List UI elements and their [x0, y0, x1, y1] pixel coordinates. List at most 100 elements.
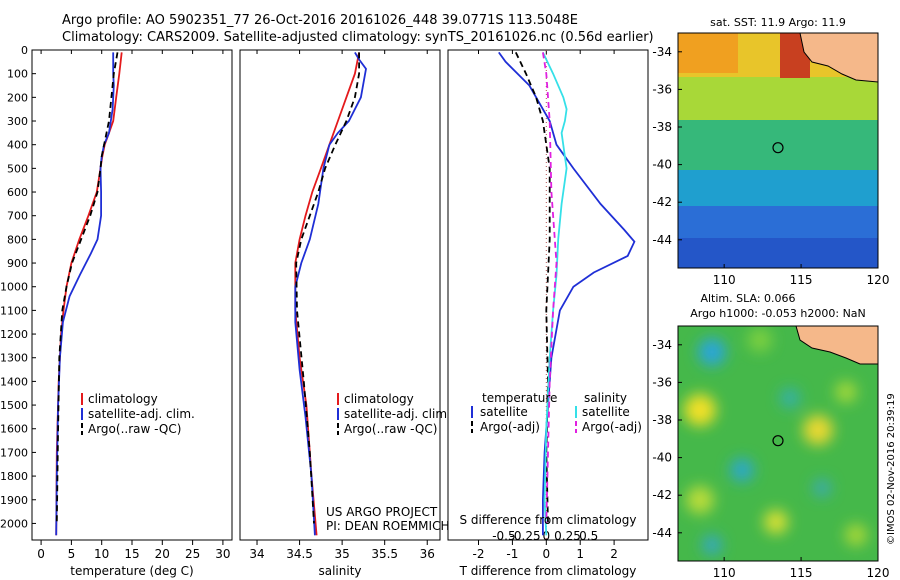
salinity-plot-frame — [239, 49, 441, 541]
y-tick-label: 0 — [21, 44, 28, 57]
sst-argo-position-marker — [772, 142, 784, 154]
y-tick-label: 700 — [7, 210, 28, 223]
x-tick-label: 34.5 — [286, 547, 313, 561]
sla-blob — [730, 458, 754, 482]
map-x-tick-label: 110 — [713, 273, 736, 287]
y-tick-label: 1000 — [0, 281, 28, 294]
temperature-x-axis: 0 5 10 15 20 25 30 — [37, 50, 231, 561]
difference-legend: temperature salinity satellite Argo(-adj… — [471, 391, 642, 434]
sst-map-frame — [677, 32, 879, 269]
header-line-1: Argo profile: AO 5902351_77 26-Oct-2016 … — [62, 13, 578, 28]
legend-title-temperature: temperature — [482, 391, 557, 405]
x-tick-label: 15 — [124, 547, 139, 561]
sst-map-title: sat. SST: 11.9 Argo: 11.9 — [710, 16, 846, 29]
x-tick-label: 2 — [610, 547, 618, 561]
header-line-2: Climatology: CARS2009. Satellite-adjuste… — [62, 30, 654, 45]
y-tick-label: 800 — [7, 233, 28, 246]
map-y-tick-label: -34 — [652, 45, 672, 59]
sla-land-australia — [795, 326, 878, 365]
s-tick-label: 0.25 — [554, 529, 581, 543]
series-line-1 — [294, 52, 360, 536]
sst-band-mid — [678, 120, 878, 170]
y-tick-label: 900 — [7, 257, 28, 270]
legend-label-climatology: climatology — [88, 392, 158, 406]
y-tick-label: 600 — [7, 186, 28, 199]
series-line-2 — [294, 51, 367, 536]
y-tick-label: 100 — [7, 68, 28, 81]
sla-blob — [686, 486, 714, 514]
sla-blob — [780, 388, 800, 408]
map-y-tick-label: -36 — [652, 82, 672, 96]
y-tick-label: 500 — [7, 162, 28, 175]
x-tick-label: 35.5 — [371, 547, 398, 561]
x-tick-label: 0 — [542, 547, 550, 561]
y-tick-label: 1900 — [0, 494, 28, 507]
sla-blob — [702, 535, 722, 555]
x-tick-label: -2 — [473, 547, 485, 561]
legend-label-argo: Argo(..raw -QC) — [344, 422, 437, 436]
salinity-x-axis: 34 34.5 35 35.5 36 — [249, 50, 435, 561]
legend-label-sal-argo: Argo(-adj) — [582, 420, 642, 434]
x-tick-label: 10 — [94, 547, 109, 561]
salinity-difference-axis: -0.5-0.25 0 0.250.5 — [492, 529, 598, 543]
map-x-tick-label: 110 — [713, 566, 736, 580]
map-x-tick-label: 120 — [867, 566, 890, 580]
legend-label-temp-satellite: satellite — [480, 405, 528, 419]
map-y-tick-label: -42 — [652, 195, 672, 209]
y-tick-label: 1300 — [0, 352, 28, 365]
sla-blob — [764, 510, 788, 534]
temperature-plot-frame — [31, 49, 233, 541]
salinity-x-label: salinity — [318, 564, 361, 578]
x-tick-label: 1 — [576, 547, 584, 561]
map-y-tick-label: -42 — [652, 488, 672, 502]
salinity-panel: 34 34.5 35 35.5 36 climatology satellite-adj… — [239, 49, 451, 578]
salinity-series — [294, 51, 367, 536]
map-y-tick-label: -38 — [652, 413, 672, 427]
salinity-difference-label: S difference from climatology — [460, 513, 637, 527]
x-tick-label: 36 — [420, 547, 435, 561]
y-tick-label: 1100 — [0, 304, 28, 317]
sst-band-far-south — [678, 238, 878, 268]
x-tick-label: 0 — [37, 547, 45, 561]
y-tick-label: 1200 — [0, 328, 28, 341]
temperature-x-label: temperature (deg C) — [70, 564, 193, 578]
sst-land-australia — [799, 33, 878, 83]
legend-label-sal-satellite: satellite — [582, 405, 630, 419]
sst-map-axes: 110 115 120 -34 -36 -38 -40 -42 -44 — [652, 45, 889, 287]
map-y-tick-label: -40 — [652, 451, 672, 465]
sla-map-title-1: Altim. SLA: 0.066 — [700, 292, 795, 305]
sla-blob — [803, 415, 833, 445]
sla-blob — [813, 479, 831, 497]
map-y-tick-label: -38 — [652, 120, 672, 134]
map-y-tick-label: -44 — [652, 526, 672, 540]
legend-label-satellite: satellite-adj. clim. — [344, 407, 451, 421]
map-y-tick-label: -36 — [652, 375, 672, 389]
series-line-3 — [55, 52, 119, 524]
y-tick-label: 1500 — [0, 399, 28, 412]
difference-panel: -2 -1 0 1 2 -0.5-0.25 0 0.250.5 temperature sa… — [447, 49, 649, 578]
x-tick-label: 20 — [155, 547, 170, 561]
legend-title-salinity: salinity — [584, 391, 627, 405]
map-y-tick-label: -40 — [652, 158, 672, 172]
sst-band-north-west — [678, 33, 738, 73]
pi-annotation: PI: DEAN ROEMMICH — [326, 519, 449, 533]
map-x-tick-label: 120 — [867, 273, 890, 287]
y-tick-label: 1700 — [0, 446, 28, 459]
s-tick-label: 0 — [542, 529, 550, 543]
sla-map-axes: 110 115 120 -34 -36 -38 -40 -42 -44 — [652, 338, 889, 580]
sla-blob — [698, 338, 726, 366]
x-tick-label: 5 — [68, 547, 76, 561]
legend-label-satellite: satellite-adj. clim. — [88, 407, 195, 421]
y-tick-label: 1400 — [0, 375, 28, 388]
x-tick-label: 25 — [185, 547, 200, 561]
s-tick-label: -0.5 — [492, 529, 515, 543]
y-tick-label: 1600 — [0, 423, 28, 436]
x-tick-label: 30 — [215, 547, 230, 561]
sla-map-frame — [677, 325, 879, 562]
x-tick-label: 34 — [249, 547, 264, 561]
sla-map-title-2: Argo h1000: -0.053 h2000: NaN — [690, 307, 866, 320]
x-tick-label: 35 — [334, 547, 349, 561]
project-annotation: US ARGO PROJECT — [326, 505, 438, 519]
sla-blob — [748, 328, 772, 352]
series-line-4 — [542, 52, 558, 524]
